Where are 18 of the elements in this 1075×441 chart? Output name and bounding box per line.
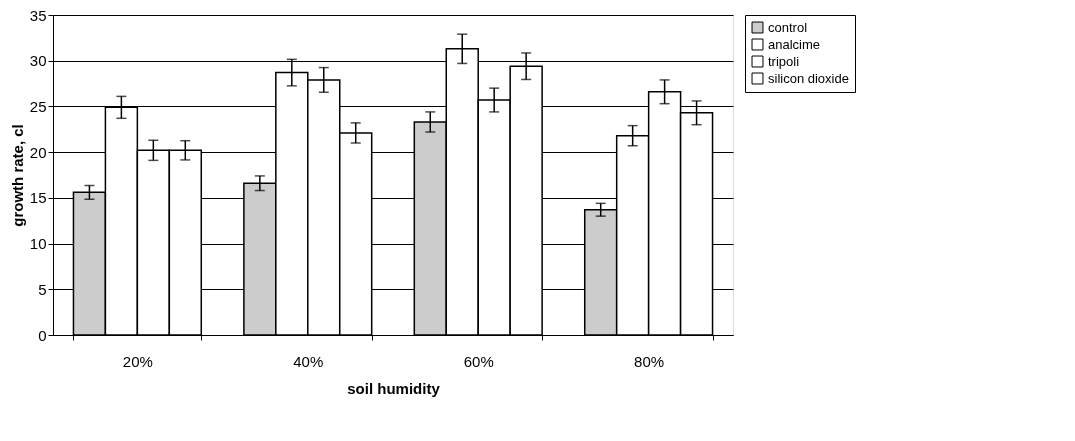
x-tick-label: 80% xyxy=(634,352,665,370)
legend-label: analcime xyxy=(768,36,821,52)
y-tick-label: 25 xyxy=(29,97,47,115)
y-tick-label: 30 xyxy=(29,52,47,70)
x-tick-label: 40% xyxy=(293,352,324,370)
y-tick-label: 10 xyxy=(29,235,47,253)
y-tick-label: 5 xyxy=(38,280,47,298)
legend-label: control xyxy=(768,19,808,35)
x-axis-title: soil humidity xyxy=(347,379,441,397)
legend-label: silicon dioxide xyxy=(768,70,849,86)
y-tick-label: 15 xyxy=(29,189,47,207)
y-tick-label: 35 xyxy=(29,6,47,24)
x-tick-label: 60% xyxy=(463,352,494,370)
legend-label: tripoli xyxy=(768,53,800,69)
y-axis-title: growth rate, cl xyxy=(8,124,26,227)
y-tick-label: 0 xyxy=(38,326,47,344)
x-tick-label: 20% xyxy=(122,352,153,370)
y-tick-label: 20 xyxy=(29,143,47,161)
